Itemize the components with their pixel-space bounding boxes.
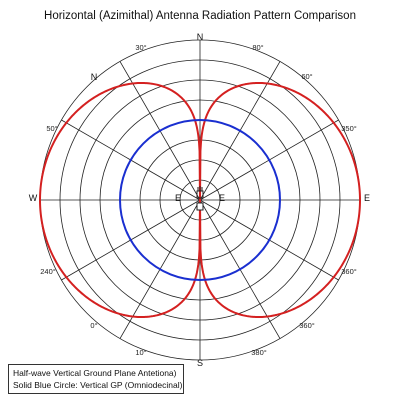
dipole-pattern-figure-eight [39, 81, 361, 319]
angle-label-240: 240° [40, 267, 56, 276]
angle-label-60: 60° [301, 72, 312, 81]
cardinal-south: S [197, 358, 203, 368]
angle-labels: 30° 80° N 60° 50° 350° 240° 360° 0° 360°… [40, 43, 357, 357]
angle-label-30: 30° [135, 43, 146, 52]
angle-label-360-right: 360° [341, 267, 357, 276]
angle-label-50: 50° [46, 124, 57, 133]
cardinal-labels: N S E W E E [29, 32, 370, 368]
angle-label-360-lower: 360° [299, 321, 315, 330]
angle-label-n-upper-left: N [91, 72, 98, 82]
angle-label-380: 380° [251, 348, 267, 357]
angle-label-0: 0° [90, 321, 97, 330]
angle-label-10: 10° [135, 348, 146, 357]
legend-line-1: Half-wave Vertical Ground Plane Antetion… [13, 368, 177, 378]
cardinal-west: W [29, 193, 38, 203]
angle-label-350: 350° [341, 124, 357, 133]
angle-label-80: 80° [252, 43, 263, 52]
legend-box: Half-wave Vertical Ground Plane Antetion… [8, 364, 184, 394]
legend-line-2: Solid Blue Circle: Vertical GP (Omniodec… [13, 380, 183, 390]
center-antenna-icon [196, 186, 204, 211]
center-label-left: E [175, 193, 181, 203]
cardinal-east: E [364, 193, 370, 203]
cardinal-north: N [197, 32, 204, 42]
pattern-series [39, 81, 361, 319]
chart-title: Horizontal (Azimithal) Antenna Radiation… [44, 10, 356, 22]
center-label-right: E [219, 193, 225, 203]
omni-pattern-circle [119, 119, 281, 281]
